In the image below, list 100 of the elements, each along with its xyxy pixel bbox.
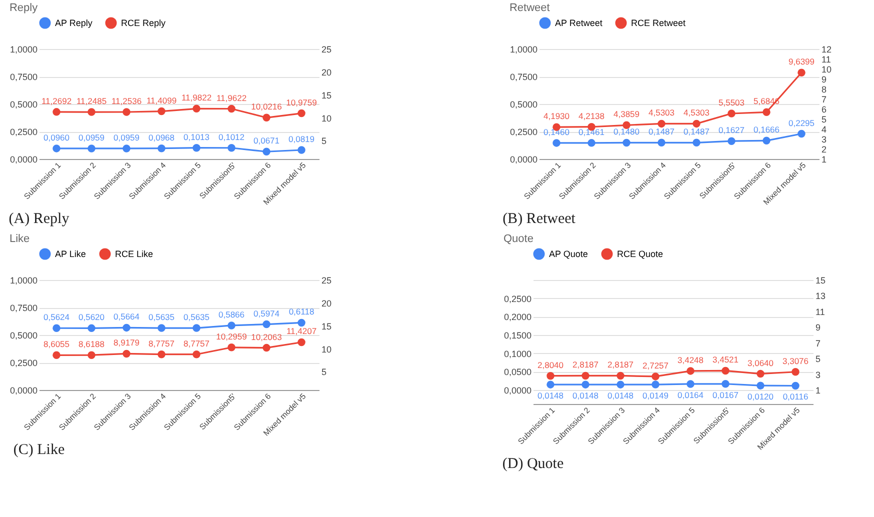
- y2-tick-label: 5: [322, 367, 327, 378]
- data-label: 2,8187: [608, 360, 634, 370]
- data-label: 0,0968: [148, 132, 175, 142]
- data-label: 0,0959: [114, 132, 140, 142]
- y2-tick-label: 4: [822, 124, 827, 134]
- y2-tick-label: 15: [816, 276, 826, 286]
- point: [158, 350, 166, 358]
- data-label: 0,0116: [782, 392, 808, 402]
- y2-tick-label: 10: [322, 113, 332, 124]
- data-label: 10,2959: [216, 331, 248, 342]
- y-tick-label: 0,1500: [504, 330, 532, 340]
- data-label: 8,7757: [184, 338, 210, 348]
- y-tick-label: 0,7500: [10, 72, 38, 82]
- y-tick-label: 0,5000: [10, 330, 38, 340]
- data-label: 0,0960: [44, 132, 70, 142]
- legend-label: RCE Reply: [121, 18, 166, 28]
- data-label: 0,1012: [218, 132, 245, 142]
- y2-tick-label: 7: [816, 338, 821, 348]
- data-label: 4,5303: [648, 108, 675, 118]
- chart-title: Retweet: [509, 2, 550, 14]
- data-label: 0,5664: [114, 312, 140, 322]
- y-tick-label: 0,0500: [504, 367, 532, 378]
- point: [798, 68, 806, 76]
- data-label: 0,1487: [648, 126, 675, 137]
- y-tick-label: 0,2000: [504, 312, 532, 322]
- y2-tick-label: 1: [816, 386, 821, 396]
- y2-tick-label: 25: [322, 44, 332, 54]
- data-label: 0,5620: [78, 312, 105, 322]
- point: [262, 114, 270, 122]
- legend-label: AP Reply: [55, 18, 93, 28]
- data-label: 11,4099: [146, 95, 177, 106]
- data-label: 0,0148: [572, 390, 599, 401]
- y-tick-label: 0,0000: [10, 386, 38, 396]
- y-tick-label: 0,7500: [510, 72, 538, 82]
- y-tick-label: 0,5000: [510, 100, 538, 110]
- legend-label: RCE Retweet: [631, 18, 686, 28]
- y2-tick-label: 2: [822, 144, 827, 154]
- text: (C) Like: [13, 442, 65, 458]
- data-label: 0,0120: [748, 392, 774, 402]
- y-tick-label: 0,2500: [10, 358, 38, 368]
- data-label: 0,1461: [578, 126, 605, 137]
- data-label: 0,1487: [684, 126, 710, 137]
- data-label: 8,9179: [114, 338, 140, 348]
- y-tick-label: 0,2500: [504, 294, 532, 304]
- point: [762, 108, 770, 116]
- data-label: 0,0164: [678, 390, 704, 400]
- data-label: 5,5503: [718, 97, 745, 108]
- point: [158, 107, 166, 116]
- y-tick-label: 0,5000: [10, 100, 38, 110]
- y2-tick-label: 1: [822, 154, 827, 164]
- point: [692, 120, 700, 128]
- data-label: 0,5635: [184, 312, 210, 322]
- point: [88, 108, 96, 116]
- point: [262, 344, 270, 352]
- y2-tick-label: 11: [822, 54, 831, 64]
- y2-tick-label: 8: [822, 84, 827, 94]
- data-label: 4,2138: [578, 110, 605, 121]
- data-label: 0,5866: [218, 309, 245, 320]
- data-label: 2,7257: [642, 360, 669, 370]
- point: [798, 130, 806, 138]
- y2-tick-label: 13: [816, 291, 826, 302]
- point: [552, 139, 560, 147]
- point: [88, 351, 96, 359]
- y-tick-label: 0,0000: [10, 154, 38, 164]
- data-label: 11,9822: [181, 92, 212, 103]
- point: [588, 139, 596, 147]
- point: [728, 137, 736, 145]
- y-tick-label: 0,0000: [510, 154, 538, 164]
- y2-tick-label: 6: [822, 104, 827, 114]
- legend-label: AP Retweet: [555, 18, 603, 28]
- y2-tick-label: 10: [822, 64, 832, 74]
- data-label: 0,1627: [718, 125, 745, 136]
- point: [122, 350, 130, 358]
- point: [298, 109, 306, 118]
- legend-label: RCE Like: [115, 249, 154, 259]
- y-tick-label: 0,1000: [504, 348, 532, 359]
- point: [192, 350, 200, 358]
- data-label: 4,1930: [544, 111, 570, 122]
- y2-tick-label: 3: [822, 134, 827, 144]
- data-label: 0,5974: [254, 308, 280, 318]
- y-tick-label: 0,2500: [10, 127, 38, 137]
- y2-tick-label: 5: [322, 136, 327, 146]
- point: [658, 138, 666, 147]
- y-tick-label: 1,0000: [10, 276, 38, 286]
- data-label: 8,6188: [78, 339, 105, 350]
- legend-label: AP Quote: [549, 249, 588, 259]
- data-label: 9,6399: [788, 56, 815, 67]
- y2-tick-label: 5: [822, 114, 827, 124]
- chart-title: Quote: [503, 233, 534, 245]
- data-label: 0,1460: [544, 126, 570, 137]
- data-label: 0,2295: [788, 118, 815, 128]
- point: [762, 136, 770, 145]
- data-label: 3,4248: [678, 354, 704, 365]
- data-label: 10,9759: [286, 97, 318, 108]
- y2-tick-label: 9: [822, 74, 827, 84]
- y2-tick-label: 15: [322, 90, 332, 100]
- data-label: 0,0148: [538, 390, 564, 401]
- data-label: 8,7757: [148, 338, 175, 348]
- point: [52, 108, 60, 116]
- data-label: 0,1480: [614, 126, 640, 137]
